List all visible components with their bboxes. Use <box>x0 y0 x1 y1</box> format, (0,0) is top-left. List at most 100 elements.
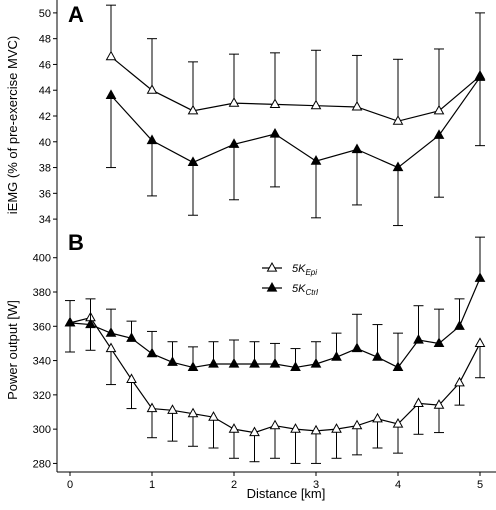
data-point-1-0-14 <box>351 419 363 430</box>
data-point-1-1-20 <box>474 272 486 282</box>
x-tick-label-3: 3 <box>313 479 319 491</box>
y-tick-label-1-6: 400 <box>33 253 51 265</box>
legend-label-base-1: 5K <box>292 283 306 295</box>
data-point-1-1-4 <box>146 347 158 358</box>
data-point-0-0-5 <box>310 99 322 110</box>
data-point-0-1-6 <box>351 143 363 154</box>
data-point-0-1-7 <box>392 161 404 172</box>
y-tick-label-0-2: 38 <box>39 163 51 175</box>
data-point-1-1-10 <box>269 357 281 368</box>
data-point-1-0-7 <box>208 411 219 421</box>
data-point-0-1-2 <box>187 156 199 166</box>
panel-a: A iEMG (% of pre-exercise MVC) 34 36 38 40 4… <box>5 0 486 232</box>
data-point-1-0-18 <box>433 399 445 409</box>
data-point-1-1-1 <box>85 318 96 329</box>
data-point-1-1-0 <box>64 316 76 327</box>
data-point-1-1-2 <box>105 327 117 337</box>
data-point-0-1-9 <box>474 71 486 81</box>
data-point-1-1-9 <box>249 357 260 368</box>
legend-label-sub-1: Ctrl <box>305 288 318 297</box>
data-point-1-0-10 <box>269 419 281 430</box>
data-point-1-1-18 <box>433 337 445 348</box>
y-tick-label-1-1: 300 <box>33 424 51 436</box>
legend-marker-1 <box>266 281 278 292</box>
legend-label-0: 5KEpi <box>292 263 317 277</box>
series-line-0-1 <box>110 76 481 169</box>
data-point-1-1-3 <box>126 332 137 342</box>
data-point-1-0-16 <box>392 417 404 428</box>
data-point-0-0-1 <box>146 84 158 94</box>
series-line-0-0 <box>110 56 481 122</box>
data-point-1-1-11 <box>290 361 301 372</box>
data-point-1-0-11 <box>290 423 301 433</box>
data-point-0-0-6 <box>351 100 363 111</box>
data-point-1-0-9 <box>249 426 260 437</box>
x-tick-label-1: 1 <box>149 479 155 491</box>
panel-a-y-axis-label: iEMG (% of pre-exercise MVC) <box>5 36 20 214</box>
data-point-1-0-3 <box>126 373 137 384</box>
data-point-1-0-17 <box>413 397 424 408</box>
legend-marker-0 <box>266 261 278 272</box>
data-point-1-1-17 <box>413 333 424 344</box>
y-tick-label-0-7: 48 <box>39 34 51 46</box>
x-tick-label-0: 0 <box>67 479 73 491</box>
data-point-0-0-7 <box>392 115 404 125</box>
data-point-1-1-14 <box>351 342 363 353</box>
series-0-0 <box>105 4 486 125</box>
series-1-0 <box>64 311 486 464</box>
data-point-0-0-8 <box>433 104 445 115</box>
data-point-0-1-0 <box>105 89 117 99</box>
data-point-1-1-12 <box>310 357 322 368</box>
data-point-1-1-6 <box>187 361 199 372</box>
data-point-1-1-5 <box>167 356 178 366</box>
data-point-1-0-13 <box>331 423 342 433</box>
data-point-0-1-1 <box>146 134 158 145</box>
y-tick-label-1-4: 360 <box>33 321 51 333</box>
y-tick-label-0-3: 40 <box>39 137 51 149</box>
data-point-1-1-16 <box>392 361 404 372</box>
data-point-1-0-6 <box>187 407 199 418</box>
data-point-0-0-0 <box>105 50 117 61</box>
data-point-1-1-13 <box>331 351 342 361</box>
data-point-1-0-8 <box>228 423 240 433</box>
panel-a-label: A <box>68 2 84 27</box>
data-point-0-0-2 <box>187 104 199 115</box>
y-tick-label-0-4: 42 <box>39 111 51 123</box>
legend-label-1: 5KCtrl <box>292 283 318 297</box>
y-tick-label-0-0: 34 <box>39 214 51 226</box>
y-tick-label-1-2: 320 <box>33 390 51 402</box>
data-point-1-1-8 <box>228 357 240 368</box>
y-tick-label-1-3: 340 <box>33 356 51 368</box>
data-point-1-1-19 <box>454 320 465 330</box>
series-0-1 <box>105 12 486 227</box>
data-point-0-1-5 <box>310 155 322 165</box>
data-point-0-0-4 <box>269 98 281 108</box>
x-tick-label-4: 4 <box>395 479 401 491</box>
legend-label-sub-0: Epi <box>305 268 317 277</box>
data-point-1-0-12 <box>310 424 322 435</box>
x-tick-label-5: 5 <box>477 479 483 491</box>
data-point-1-0-19 <box>454 376 465 387</box>
legend-label-base-0: 5K <box>292 263 306 275</box>
data-point-1-0-15 <box>372 412 383 423</box>
data-point-0-1-3 <box>228 138 240 148</box>
data-point-1-1-7 <box>208 357 219 368</box>
data-point-0-1-8 <box>433 129 445 139</box>
y-tick-label-1-5: 380 <box>33 287 51 299</box>
x-tick-label-2: 2 <box>231 479 237 491</box>
data-point-1-0-20 <box>474 337 486 348</box>
panel-b-x-axis-label: Distance [km] <box>247 486 326 501</box>
panel-b-label: B <box>68 230 84 255</box>
panel-b: B Power output [W] Distance [km] 280 300 3… <box>5 230 496 501</box>
y-tick-label-0-8: 50 <box>39 8 51 20</box>
panel-b-y-axis-label: Power output [W] <box>5 300 20 400</box>
data-point-0-0-3 <box>228 97 240 107</box>
y-tick-label-0-5: 44 <box>39 85 51 97</box>
data-point-1-0-2 <box>105 342 117 353</box>
y-tick-label-0-1: 36 <box>39 188 51 200</box>
y-tick-label-1-0: 280 <box>33 458 51 470</box>
data-point-0-1-4 <box>269 127 281 138</box>
series-1-1 <box>64 236 486 372</box>
